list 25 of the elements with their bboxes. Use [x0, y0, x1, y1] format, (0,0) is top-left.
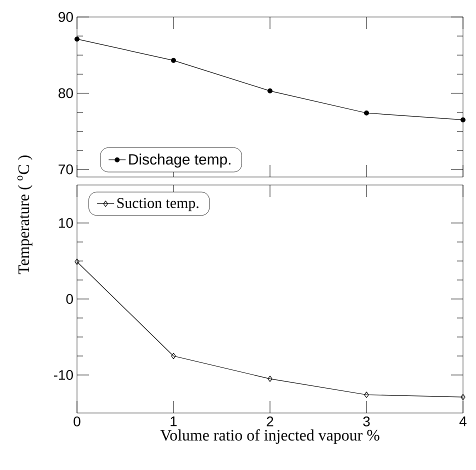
point: [364, 392, 369, 398]
point: [268, 88, 272, 94]
x-tick-label: 3: [363, 416, 370, 426]
y-tick-label: 0: [66, 294, 73, 304]
x-tick-label: 1: [170, 416, 177, 426]
point: [171, 58, 176, 63]
y-tick-label: -10: [54, 370, 73, 380]
y-tick-label: 80: [58, 88, 73, 98]
point: [268, 376, 272, 382]
legend-label: Suction temp.: [117, 198, 198, 212]
x-axis-title: Volume ratio of injected vapour %: [160, 429, 380, 444]
y-tick-label: 70: [58, 164, 73, 174]
point: [74, 258, 80, 265]
x-tick-label: 4: [459, 416, 466, 426]
x-tick-label: 0: [74, 416, 80, 426]
point: [171, 352, 176, 360]
legend-label: Dischage temp.: [129, 154, 230, 168]
x-tick-label: 2: [266, 416, 274, 426]
point: [364, 110, 369, 116]
point: [460, 117, 466, 122]
point: [460, 394, 466, 400]
y-tick-label: 10: [59, 218, 73, 228]
point: [74, 36, 80, 42]
y-tick-label: 90: [58, 12, 73, 22]
y-axis-title: Temperature ( $^{o}$C ): [17, 156, 32, 274]
